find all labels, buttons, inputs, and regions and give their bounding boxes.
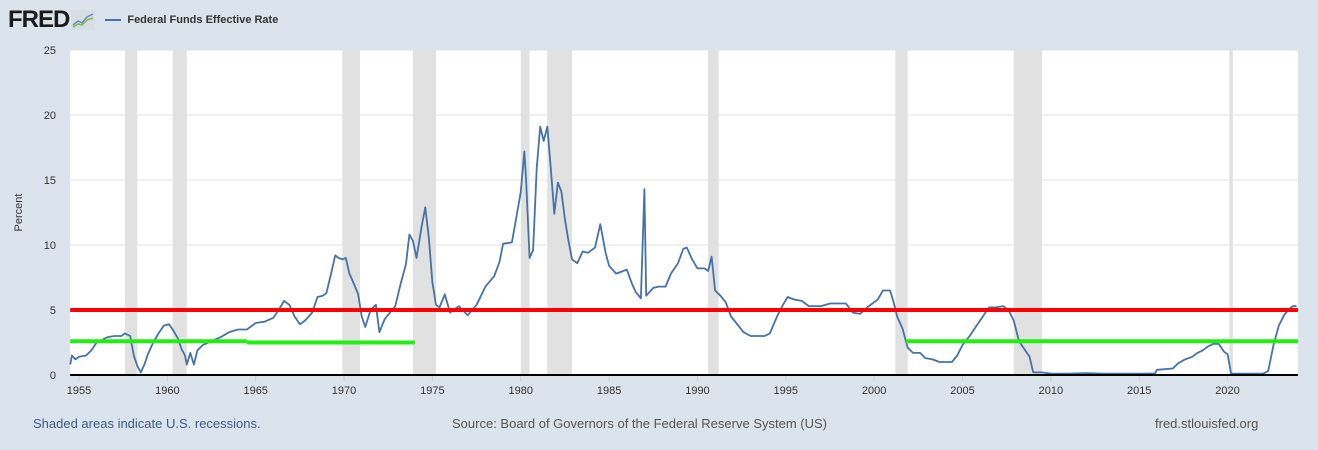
- chart-line-icon: [71, 10, 96, 30]
- x-tick-label: 1965: [243, 385, 267, 397]
- recession-band: [172, 50, 187, 375]
- chart: 0 5 10 15 20 25 1955 1960 1965 1970 1975 1980 1985 19…: [13, 45, 1298, 397]
- x-tick-label: 1990: [685, 385, 709, 397]
- y-tick-label: 15: [44, 175, 56, 187]
- y-tick-label: 0: [50, 370, 56, 382]
- y-tick-label: 25: [44, 45, 56, 57]
- recession-band: [895, 50, 908, 375]
- site-link[interactable]: fred.stlouisfed.org: [1155, 416, 1259, 431]
- recession-band: [342, 50, 360, 375]
- legend[interactable]: Federal Funds Effective Rate: [105, 14, 278, 26]
- recession-band: [520, 50, 530, 375]
- recession-band: [1229, 50, 1233, 375]
- plot-area: [70, 50, 1298, 375]
- y-axis-label: Percent: [13, 194, 25, 232]
- x-tick-label: 2015: [1127, 385, 1151, 397]
- x-tick-label: 1955: [67, 385, 91, 397]
- fred-logo[interactable]: FRED: [8, 6, 70, 33]
- x-tick-label: 1985: [597, 385, 621, 397]
- x-tick-label: 2005: [950, 385, 974, 397]
- x-tick-label: 2000: [862, 385, 886, 397]
- y-tick-label: 10: [44, 240, 56, 252]
- x-tick-label: 1980: [509, 385, 533, 397]
- x-tick-label: 1960: [155, 385, 179, 397]
- source-note: Source: Board of Governors of the Federa…: [452, 416, 827, 431]
- recession-band: [547, 50, 572, 375]
- x-tick-label: 2010: [1039, 385, 1063, 397]
- recession-band: [708, 50, 719, 375]
- y-tick-label: 20: [44, 110, 56, 122]
- chart-header: FRED Federal Funds Effective Rate: [8, 6, 278, 34]
- y-tick-label: 5: [50, 305, 56, 317]
- recession-band: [1013, 50, 1043, 375]
- x-tick-label: 1995: [774, 385, 798, 397]
- recession-note[interactable]: Shaded areas indicate U.S. recessions.: [33, 416, 261, 431]
- x-tick-label: 1970: [332, 385, 356, 397]
- x-tick-label: 1975: [420, 385, 444, 397]
- recession-band: [124, 50, 138, 375]
- legend-swatch: [105, 19, 122, 21]
- legend-label: Federal Funds Effective Rate: [127, 14, 279, 26]
- x-tick-label: 2020: [1215, 385, 1239, 397]
